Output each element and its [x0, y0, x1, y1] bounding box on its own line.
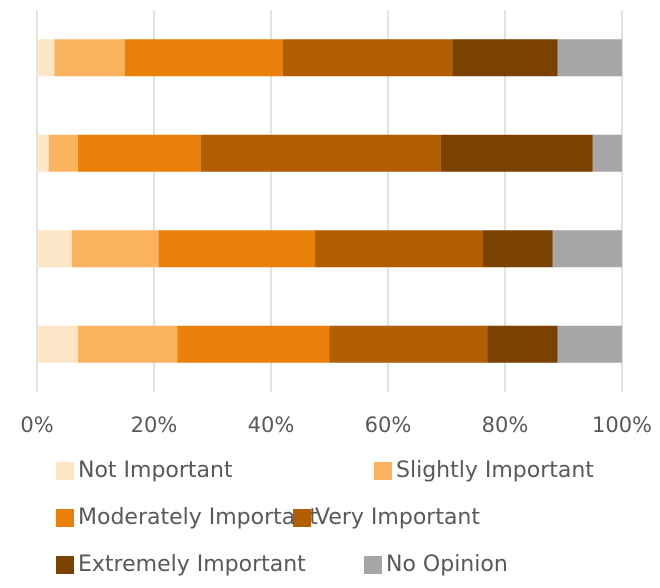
x-tick-label: 0%: [20, 413, 53, 437]
legend-label: Extremely Important: [78, 552, 306, 577]
legend-item: Not Important: [56, 458, 233, 483]
bar-segment: [37, 39, 55, 77]
bar-segment: [48, 134, 78, 172]
bar-segment: [557, 325, 622, 363]
bar-segment: [158, 230, 316, 268]
legend-swatch: [293, 508, 311, 527]
stacked-bar-chart: 0% 20% 40% 60% 80% 100%: [20, 10, 652, 437]
bar-segment: [592, 134, 622, 172]
bar-segment: [37, 325, 78, 363]
bar-segment: [71, 230, 159, 268]
legend-swatch: [56, 555, 74, 574]
legend-label: Moderately Important: [78, 505, 318, 530]
bar-segment: [557, 39, 622, 77]
legend-label: Very Important: [315, 505, 480, 530]
bar-segment: [37, 134, 49, 172]
bar-segment: [552, 230, 622, 268]
legend-label: Slightly Important: [396, 458, 594, 483]
bar-segment: [440, 134, 593, 172]
legend-swatch: [56, 508, 74, 527]
bar-segment: [315, 230, 483, 268]
legend-swatch: [364, 555, 382, 574]
bar-segment: [282, 39, 453, 77]
bars: [37, 39, 622, 363]
x-tick-label: 40%: [248, 413, 295, 437]
legend-label: Not Important: [78, 458, 233, 483]
bar-segment: [37, 230, 72, 268]
legend-item: Slightly Important: [374, 458, 594, 483]
bar-segment: [54, 39, 125, 77]
legend-item: Moderately Important: [56, 505, 318, 530]
legend-item: No Opinion: [364, 552, 508, 577]
bar-segment: [77, 134, 201, 172]
legend-item: Very Important: [293, 505, 480, 530]
x-axis-tick-labels: 0% 20% 40% 60% 80% 100%: [20, 413, 652, 437]
x-tick-label: 100%: [592, 413, 652, 437]
legend-swatch: [56, 461, 74, 480]
bar-segment: [482, 230, 553, 268]
bar-segment: [177, 325, 330, 363]
bar-segment: [124, 39, 283, 77]
bar-segment: [329, 325, 488, 363]
bar-segment: [487, 325, 558, 363]
bar-segment: [452, 39, 558, 77]
x-tick-label: 80%: [482, 413, 529, 437]
x-tick-label: 60%: [365, 413, 412, 437]
legend-item: Extremely Important: [56, 552, 306, 577]
legend-label: No Opinion: [386, 552, 508, 577]
x-tick-label: 20%: [131, 413, 178, 437]
bar-segment: [77, 325, 178, 363]
legend-swatch: [374, 461, 392, 480]
bar-segment: [200, 134, 441, 172]
